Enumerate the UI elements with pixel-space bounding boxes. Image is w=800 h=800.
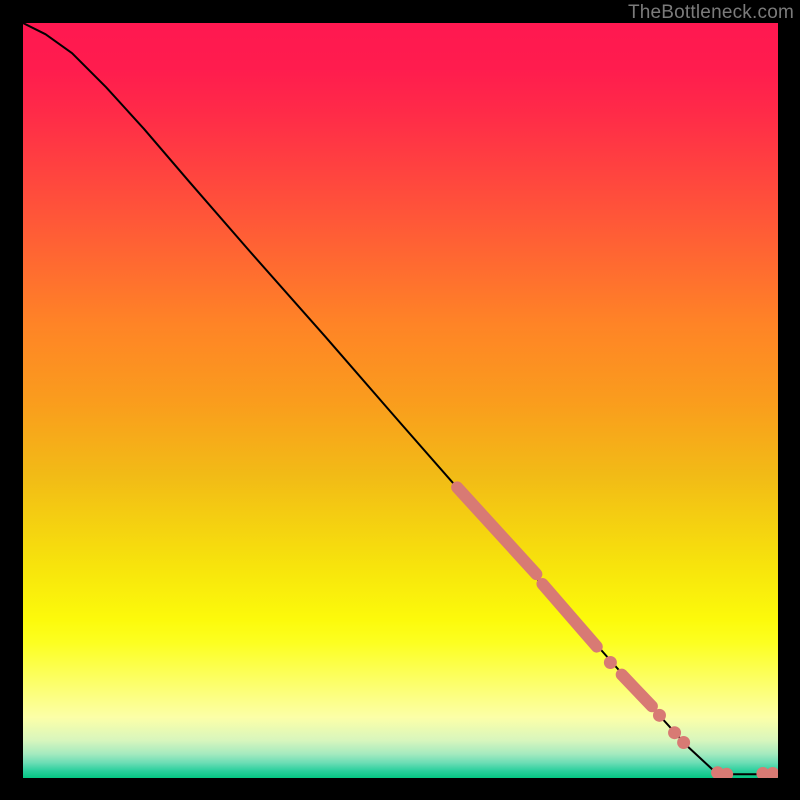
scatter-streak: [622, 675, 652, 707]
line-path: [23, 23, 767, 774]
scatter-point: [668, 726, 681, 739]
chart-stage: TheBottleneck.com: [0, 0, 800, 800]
scatter-point: [604, 656, 617, 669]
scatter-streak: [542, 584, 596, 647]
scatter-point: [766, 767, 778, 778]
scatter-point: [653, 709, 666, 722]
scatter-point: [677, 736, 690, 749]
scatter-streak: [457, 487, 536, 574]
line-and-points-overlay: [23, 23, 778, 778]
plot-area: [23, 23, 778, 778]
attribution-label: TheBottleneck.com: [628, 2, 794, 24]
